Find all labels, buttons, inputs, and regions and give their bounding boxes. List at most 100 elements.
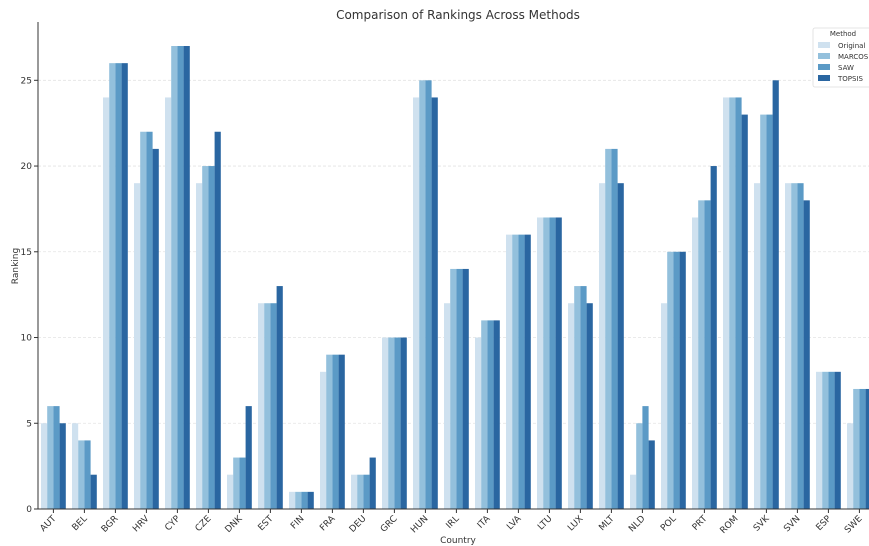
bar-deu-saw	[363, 474, 370, 509]
bar-prt-saw	[704, 200, 711, 510]
bar-ltu-original	[537, 217, 544, 510]
bar-hun-marcos	[419, 80, 426, 509]
bar-nld-topsis	[648, 440, 655, 509]
legend-label-original: Original	[838, 42, 865, 50]
bar-dnk-marcos	[233, 457, 240, 509]
bar-pol-saw	[673, 251, 680, 510]
y-tick-label: 15	[21, 248, 32, 258]
legend-swatch-original	[818, 42, 830, 48]
bar-irl-topsis	[462, 268, 469, 509]
bar-svk-saw	[766, 114, 773, 509]
bar-dnk-original	[227, 474, 234, 509]
bar-lux-marcos	[574, 286, 581, 509]
bar-pol-marcos	[667, 251, 674, 510]
bar-cyp-original	[165, 97, 172, 509]
bar-dnk-topsis	[245, 406, 252, 509]
bar-ita-marcos	[481, 320, 488, 509]
bar-swe-marcos	[853, 388, 860, 509]
bar-mlt-marcos	[605, 148, 612, 510]
bar-lva-saw	[518, 234, 525, 510]
bar-mlt-topsis	[617, 183, 624, 510]
bar-fra-saw	[332, 354, 339, 509]
bar-bel-saw	[84, 440, 91, 509]
y-tick-label: 0	[26, 505, 32, 515]
bar-nld-saw	[642, 406, 649, 509]
bar-dnk-saw	[239, 457, 246, 509]
bar-grc-saw	[394, 337, 401, 509]
bar-cyp-marcos	[171, 46, 178, 509]
chart-title: Comparison of Rankings Across Methods	[336, 8, 580, 22]
legend-items: Original MARCOS SAW TOPSIS	[818, 42, 869, 83]
bar-svn-saw	[797, 183, 804, 510]
bar-ita-original	[475, 337, 482, 509]
bar-svk-marcos	[760, 114, 767, 509]
legend-label-topsis: TOPSIS	[837, 75, 864, 83]
bar-lva-marcos	[512, 234, 519, 510]
x-tick-label: PRT	[691, 514, 710, 533]
x-tick-label: IRL	[445, 514, 462, 531]
bar-deu-marcos	[357, 474, 364, 509]
bar-deu-original	[351, 474, 358, 509]
bar-aut-original	[41, 423, 48, 509]
x-tick-label: CYP	[163, 514, 183, 534]
bar-bel-topsis	[90, 474, 97, 509]
x-tick-label: LUX	[566, 514, 585, 533]
bar-grc-marcos	[388, 337, 395, 509]
bar-lux-topsis	[586, 303, 593, 509]
bar-cze-topsis	[214, 131, 221, 510]
bar-esp-marcos	[822, 371, 829, 509]
y-axis-label: Ranking	[11, 248, 21, 284]
x-tick-label: HUN	[409, 514, 430, 535]
bar-ita-saw	[487, 320, 494, 509]
bar-aut-marcos	[47, 406, 54, 509]
bar-aut-topsis	[59, 423, 66, 509]
x-tick-label: POL	[659, 514, 678, 533]
bar-prt-original	[692, 217, 699, 510]
bar-svn-topsis	[803, 200, 810, 510]
y-tick-label: 25	[21, 76, 32, 86]
x-tick-label: FIN	[289, 514, 306, 531]
y-tick-label: 20	[21, 162, 33, 172]
bar-rom-original	[723, 97, 730, 509]
bar-esp-original	[816, 371, 823, 509]
x-tick-label: ESP	[815, 514, 834, 533]
legend-swatch-topsis	[818, 75, 830, 81]
bar-hrv-saw	[146, 131, 153, 510]
bar-pol-topsis	[679, 251, 686, 510]
bar-bgr-original	[103, 97, 110, 509]
bar-cze-saw	[208, 166, 215, 510]
legend: Method Original MARCOS SAW TOPSIS	[812, 27, 869, 88]
bar-mlt-original	[599, 183, 606, 510]
bar-fra-topsis	[338, 354, 345, 509]
bar-deu-topsis	[369, 457, 376, 509]
bar-esp-topsis	[834, 371, 841, 509]
bar-hun-saw	[425, 80, 432, 509]
legend-label-marcos: MARCOS	[838, 53, 869, 61]
bar-bgr-topsis	[121, 63, 128, 509]
bar-swe-original	[847, 423, 854, 509]
bar-bel-marcos	[78, 440, 85, 509]
bar-swe-saw	[859, 388, 866, 509]
x-tick-label: LTU	[536, 514, 554, 532]
bar-hun-topsis	[431, 97, 438, 509]
x-tick-label: HRV	[131, 513, 152, 534]
bar-irl-saw	[456, 268, 463, 509]
x-tick-label: BEL	[71, 514, 90, 533]
bar-cze-marcos	[202, 166, 209, 510]
bar-hrv-topsis	[152, 148, 159, 510]
bar-est-topsis	[276, 286, 283, 509]
bar-swe-topsis	[865, 388, 869, 509]
bar-fin-marcos	[295, 491, 302, 509]
bar-grc-original	[382, 337, 389, 509]
x-tick-label: NLD	[627, 514, 647, 534]
legend-label-saw: SAW	[838, 64, 854, 72]
bar-irl-marcos	[450, 268, 457, 509]
bar-svn-original	[785, 183, 792, 510]
bar-fra-marcos	[326, 354, 333, 509]
bar-svk-original	[754, 183, 761, 510]
bar-ita-topsis	[493, 320, 500, 509]
bar-est-original	[258, 303, 265, 509]
y-tick-label: 10	[21, 334, 33, 344]
bar-bel-original	[72, 423, 79, 509]
legend-swatch-saw	[818, 64, 830, 70]
